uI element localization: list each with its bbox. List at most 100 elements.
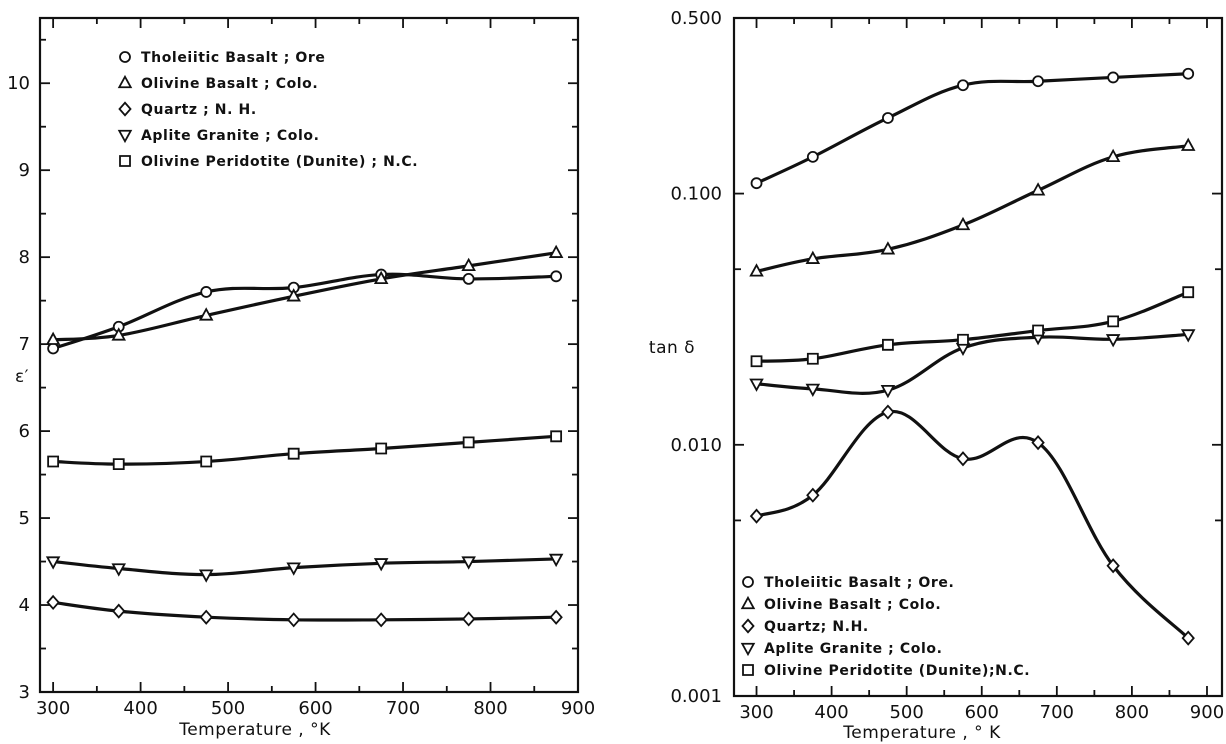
legend-label: Olivine Peridotite (Dunite) ; N.C. — [141, 154, 418, 170]
data-point — [1182, 67, 1195, 80]
legend-marker — [119, 51, 131, 63]
data-point — [112, 603, 126, 619]
series-triangle-down — [45, 553, 564, 583]
y-tick-label: 3 — [19, 682, 30, 703]
data-point — [955, 216, 971, 231]
data-point — [549, 609, 563, 625]
data-point — [548, 244, 564, 258]
loss-tangent-chart: 300 400 500 600 700 800 900 0.001 0.010 0.100 0.50… — [649, 8, 1224, 743]
legend: Tholeiitic Basalt ; Ore Olivine Basalt ; … — [117, 50, 418, 170]
data-point — [1182, 286, 1195, 299]
legend: Tholeiitic Basalt ; Ore. Olivine Basalt ;… — [740, 575, 1030, 679]
data-point — [749, 508, 764, 524]
series-line — [754, 72, 1190, 185]
data-point — [1032, 75, 1044, 88]
data-point — [462, 436, 475, 449]
legend-marker — [741, 618, 755, 634]
data-point — [199, 609, 213, 625]
data-point — [112, 458, 125, 471]
data-point — [111, 563, 127, 577]
legend-label: Quartz; N.H. — [764, 619, 869, 635]
data-point — [548, 553, 564, 568]
legend-marker — [742, 664, 754, 676]
data-point — [882, 112, 894, 124]
legend-marker — [117, 129, 133, 144]
y-tick-label: 5 — [19, 508, 30, 529]
x-tick-label: 600 — [965, 702, 999, 723]
series-line — [754, 290, 1190, 363]
data-point — [461, 257, 476, 272]
y-tick-label: 0.010 — [670, 435, 722, 456]
series-line — [51, 434, 558, 466]
series-triangle-up — [45, 244, 564, 345]
data-point — [287, 447, 300, 460]
data-point — [200, 286, 213, 298]
data-point — [1031, 435, 1045, 451]
legend-label: Aplite Granite ; Colo. — [764, 641, 943, 657]
data-point — [375, 442, 388, 455]
x-tick-label: 800 — [473, 698, 507, 719]
x-tick-label: 700 — [1040, 702, 1074, 723]
x-tick-label: 900 — [1190, 702, 1224, 723]
data-point — [957, 79, 969, 92]
legend-label: Quartz ; N. H. — [141, 102, 257, 118]
data-point — [198, 569, 214, 583]
data-point — [805, 383, 821, 397]
data-point — [1180, 137, 1196, 151]
x-tick-label: 800 — [1115, 702, 1149, 723]
series-line — [754, 144, 1190, 274]
data-point — [373, 270, 389, 285]
data-point — [806, 150, 819, 163]
x-tick-label: 300 — [739, 702, 773, 723]
x-axis-title: Temperature , °K — [178, 720, 331, 740]
data-point — [880, 241, 896, 255]
data-point — [749, 263, 764, 277]
x-tick-label: 500 — [889, 702, 923, 723]
series-diamond — [749, 404, 1195, 646]
data-point — [286, 288, 301, 302]
y-tick-label: 6 — [19, 421, 30, 442]
series-line — [51, 272, 558, 351]
legend-label: Tholeiitic Basalt ; Ore — [141, 50, 326, 66]
data-point — [200, 455, 213, 468]
data-point — [880, 385, 896, 399]
legend-label: Olivine Basalt ; Colo. — [141, 76, 318, 92]
data-point — [750, 355, 763, 368]
data-point — [882, 338, 894, 351]
plot-frame — [732, 16, 1224, 698]
data-point — [805, 250, 821, 264]
y-tick-label: 0.500 — [670, 8, 722, 29]
data-point — [286, 562, 301, 576]
data-point — [957, 333, 969, 346]
y-tick-label: 0.001 — [670, 686, 722, 707]
series-line — [51, 600, 558, 622]
data-point — [550, 430, 563, 443]
data-point — [373, 558, 389, 572]
series-circle — [750, 67, 1195, 190]
legend-marker — [740, 642, 756, 657]
data-point — [374, 612, 388, 628]
legend-label: Tholeiitic Basalt ; Ore. — [764, 575, 954, 591]
data-point — [1180, 329, 1196, 343]
y-axis-title: ε′ — [15, 367, 29, 387]
legend-marker — [117, 74, 133, 89]
x-tick-label: 700 — [386, 698, 420, 719]
data-point — [1181, 630, 1195, 646]
x-tick-label: 500 — [211, 698, 245, 719]
series-line — [754, 332, 1190, 395]
y-axis-title: tan δ — [649, 338, 695, 358]
data-point — [1107, 315, 1120, 328]
series-circle — [47, 268, 563, 355]
y-tick-label: 8 — [19, 247, 30, 268]
y-tick-label: 10 — [7, 73, 30, 94]
data-point — [750, 177, 763, 190]
series-line — [51, 557, 558, 577]
data-point — [1105, 148, 1121, 163]
data-point — [111, 327, 127, 341]
data-point — [1105, 334, 1121, 348]
data-point — [45, 556, 61, 570]
data-point — [45, 331, 61, 345]
data-point — [550, 270, 563, 283]
data-point — [806, 352, 819, 365]
data-point — [461, 611, 476, 627]
